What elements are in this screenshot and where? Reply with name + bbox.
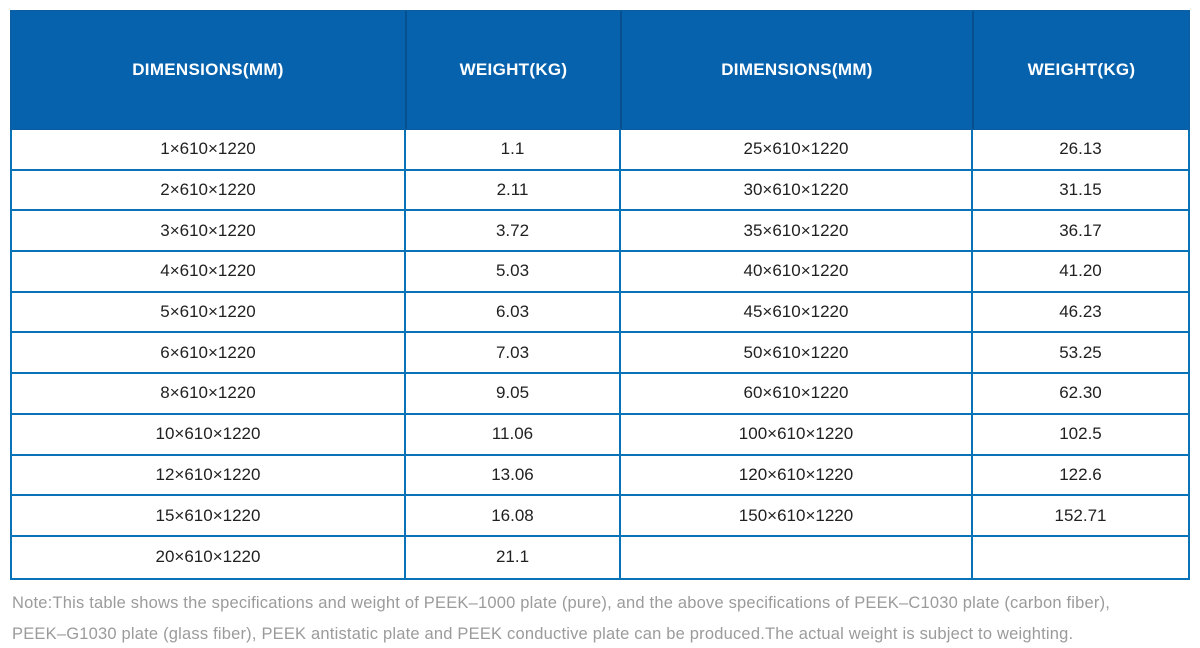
dimension-cell: 8×610×1220 <box>12 374 406 413</box>
table-row: 2×610×1220 2.11 30×610×1220 31.15 <box>12 170 1188 212</box>
weight-cell: 7.03 <box>406 333 621 373</box>
dimension-cell: 120×610×1220 <box>621 455 973 495</box>
weight-cell: 9.05 <box>406 374 621 413</box>
table-row: 3×610×1220 3.72 35×610×1220 36.17 <box>12 211 1188 253</box>
table-body: 1×610×1220 1.1 25×610×1220 26.13 2×610×1220 2… <box>10 130 1190 580</box>
table-row: 6×610×1220 7.03 50×610×1220 53.25 <box>12 333 1188 375</box>
dimension-cell: 50×610×1220 <box>621 333 973 373</box>
weight-cell: 53.25 <box>1059 342 1102 362</box>
weight-cell: 13.06 <box>406 455 621 495</box>
weight-cell: 1.1 <box>406 130 621 169</box>
weight-cell: 152.71 <box>1054 505 1107 525</box>
dimension-cell: 5×610×1220 <box>12 292 406 332</box>
table-row: 15×610×1220 16.08 150×610×1220 152.71 <box>12 496 1188 537</box>
header-weight-right: WEIGHT(KG) <box>1027 60 1136 79</box>
dimension-cell: 150×610×1220 <box>621 496 973 535</box>
header-dimensions-left: DIMENSIONS(MM) <box>11 11 407 129</box>
dimension-cell: 1×610×1220 <box>12 130 406 169</box>
dimension-cell: 10×610×1220 <box>12 414 406 454</box>
weight-cell: 6.03 <box>406 292 621 332</box>
spec-weight-table: DIMENSIONS(MM) WEIGHT(KG) DIMENSIONS(MM)… <box>10 10 1190 580</box>
table-row: 10×610×1220 11.06 100×610×1220 102.5 <box>12 414 1188 456</box>
header-dimensions-right: DIMENSIONS(MM) <box>622 11 974 129</box>
table-row: 8×610×1220 9.05 60×610×1220 62.30 <box>12 374 1188 415</box>
weight-cell: 2.11 <box>406 170 621 210</box>
dimension-cell: 6×610×1220 <box>12 333 406 373</box>
weight-cell: 26.13 <box>1059 139 1102 159</box>
table-row: 1×610×1220 1.1 25×610×1220 26.13 <box>12 130 1188 171</box>
weight-cell: 11.06 <box>406 414 621 454</box>
weight-cell: 41.20 <box>1059 261 1102 281</box>
header-weight-left: WEIGHT(KG) <box>407 11 622 129</box>
weight-cell: 36.17 <box>1059 220 1102 240</box>
weight-cell: 21.1 <box>406 536 621 578</box>
dimension-cell <box>621 536 973 578</box>
dimension-cell: 100×610×1220 <box>621 414 973 454</box>
dimension-cell: 45×610×1220 <box>621 292 973 332</box>
dimension-cell: 25×610×1220 <box>621 130 973 169</box>
dimension-cell: 4×610×1220 <box>12 252 406 291</box>
weight-cell: 122.6 <box>1059 464 1102 484</box>
footnote: Note:This table shows the specifications… <box>12 588 1192 648</box>
table-row: 12×610×1220 13.06 120×610×1220 122.6 <box>12 455 1188 497</box>
weight-cell <box>973 537 1188 578</box>
footnote-line-1: Note:This table shows the specifications… <box>12 594 1111 612</box>
dimension-cell: 2×610×1220 <box>12 170 406 210</box>
table-header-row: DIMENSIONS(MM) WEIGHT(KG) DIMENSIONS(MM)… <box>10 10 1190 130</box>
dimension-cell: 35×610×1220 <box>621 211 973 251</box>
weight-cell: 102.5 <box>1059 424 1102 444</box>
table-row: 20×610×1220 21.1 <box>12 536 1188 578</box>
weight-cell: 46.23 <box>1059 302 1102 322</box>
dimension-cell: 60×610×1220 <box>621 374 973 413</box>
dimension-cell: 40×610×1220 <box>621 252 973 291</box>
dimension-cell: 12×610×1220 <box>12 455 406 495</box>
dimension-cell: 20×610×1220 <box>12 536 406 578</box>
weight-cell: 16.08 <box>406 496 621 535</box>
weight-cell: 3.72 <box>406 211 621 251</box>
dimension-cell: 3×610×1220 <box>12 211 406 251</box>
weight-cell: 62.30 <box>1059 383 1102 403</box>
footnote-line-2: PEEK–G1030 plate (glass fiber), PEEK ant… <box>12 625 1074 643</box>
weight-cell: 31.15 <box>1059 180 1102 200</box>
weight-cell: 5.03 <box>406 252 621 291</box>
dimension-cell: 30×610×1220 <box>621 170 973 210</box>
table-row: 4×610×1220 5.03 40×610×1220 41.20 <box>12 252 1188 293</box>
table-row: 5×610×1220 6.03 45×610×1220 46.23 <box>12 292 1188 334</box>
dimension-cell: 15×610×1220 <box>12 496 406 535</box>
